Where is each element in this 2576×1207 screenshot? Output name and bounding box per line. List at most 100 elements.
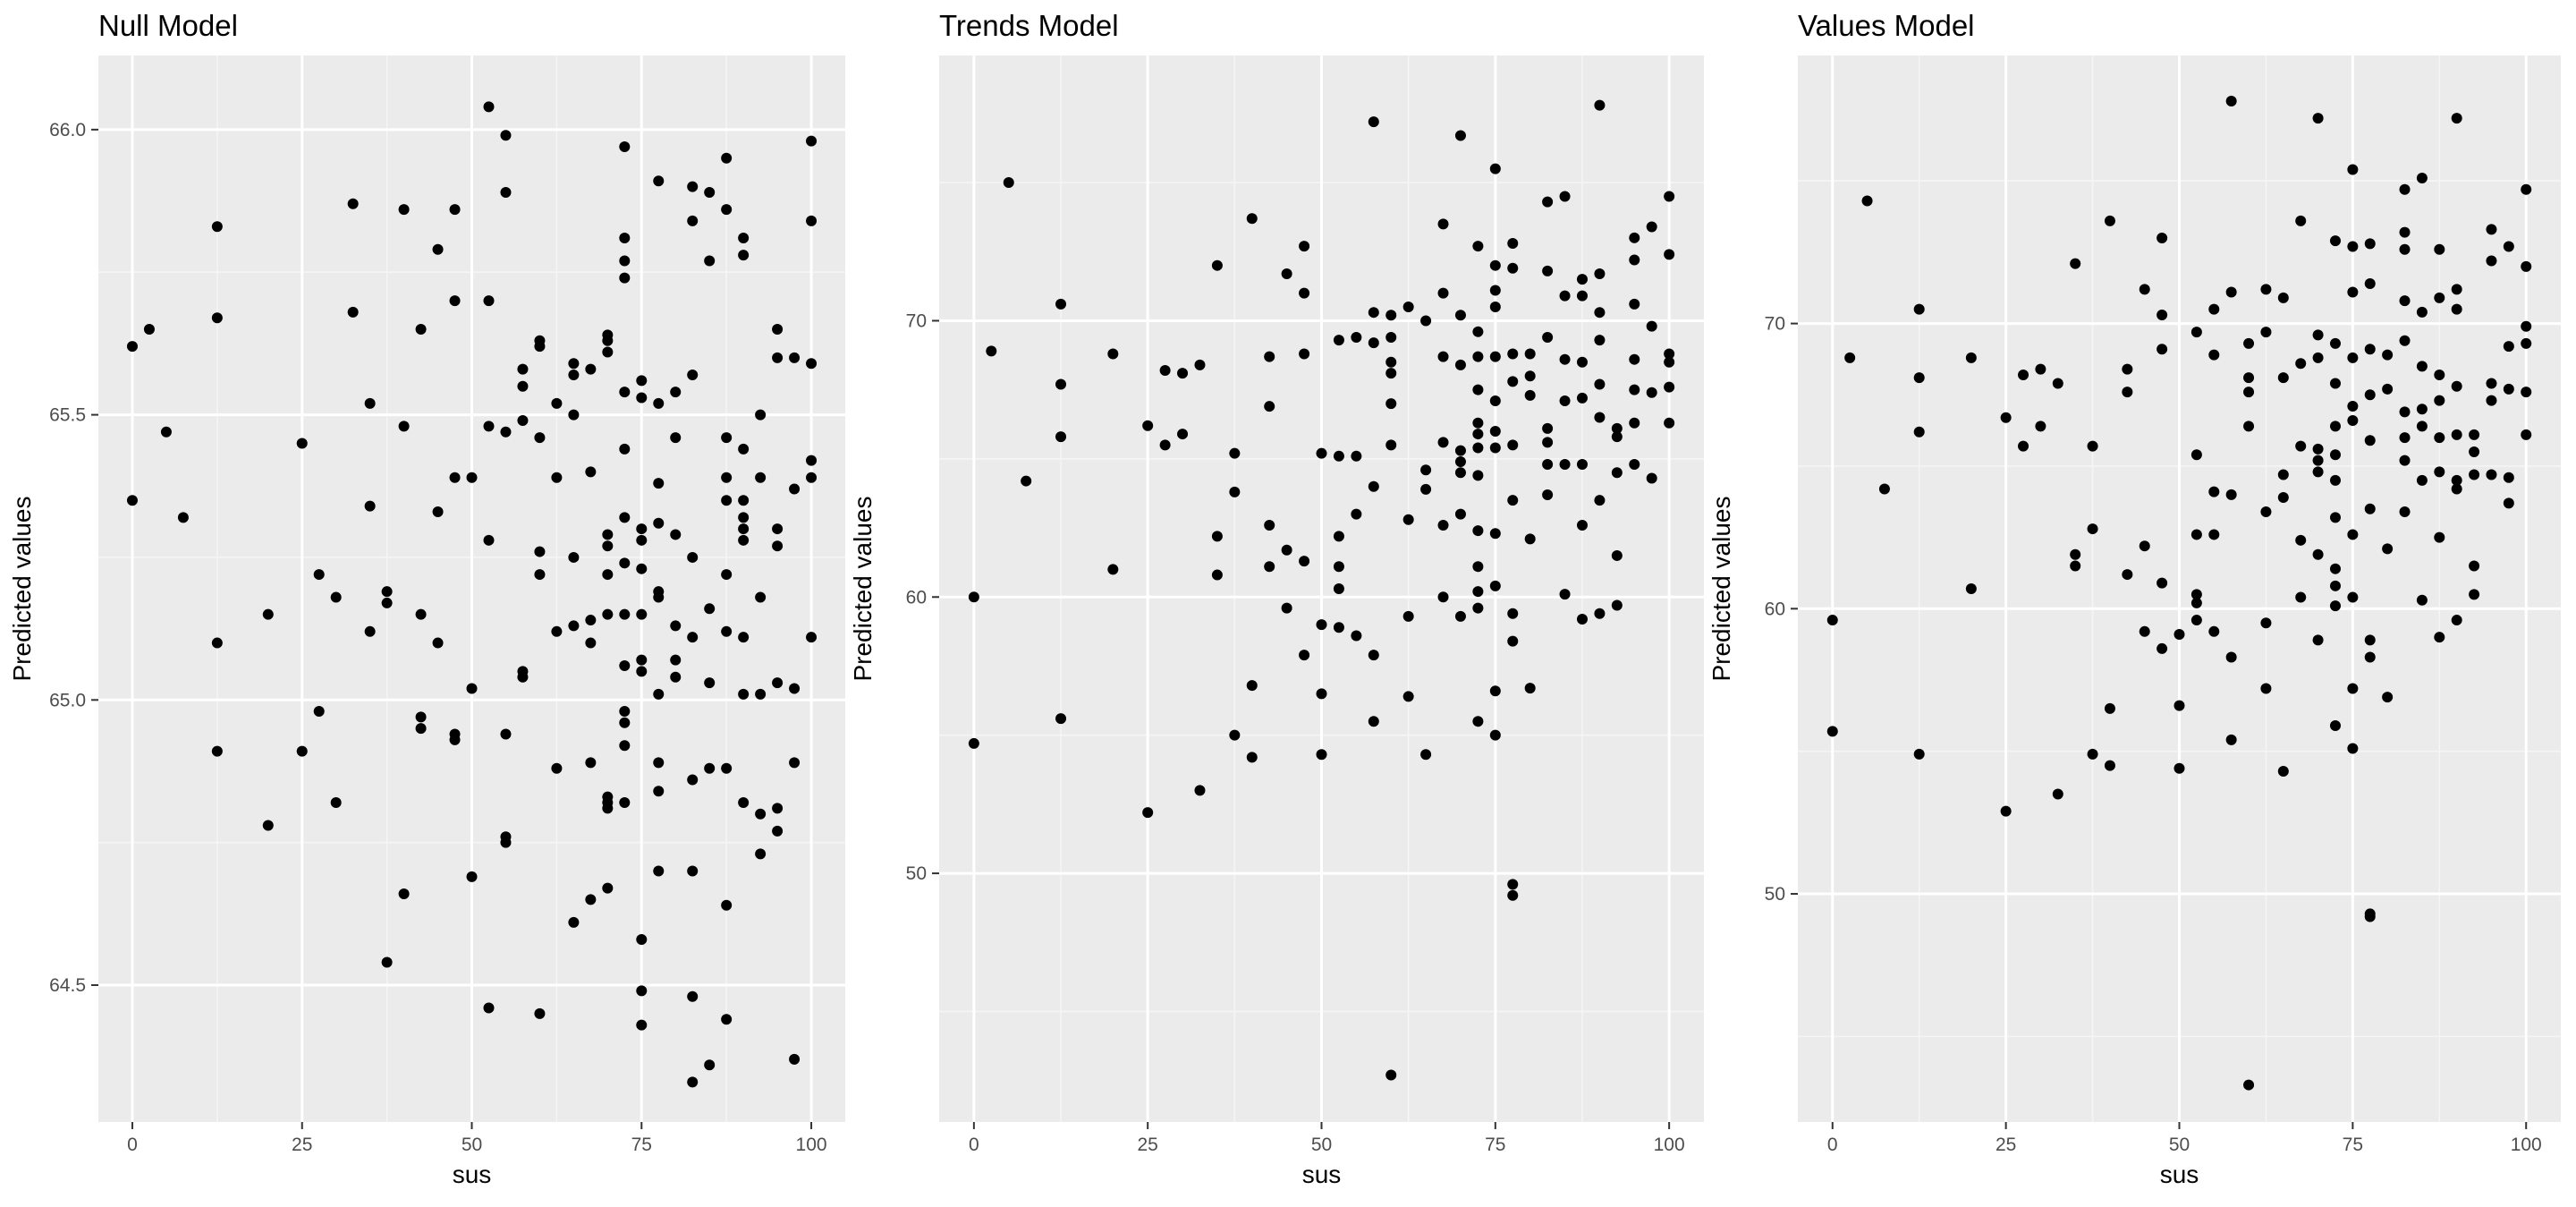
data-point [1594,608,1606,619]
data-point [2434,432,2445,444]
data-point [636,1019,648,1031]
data-point [1402,610,1414,622]
data-point [177,512,189,523]
data-point [687,369,699,380]
data-point [1646,387,1657,398]
data-point [2434,369,2445,380]
data-point [1629,384,1640,395]
data-point [1489,425,1501,437]
data-point [619,608,631,620]
data-point [1420,749,1432,761]
data-point [738,688,750,700]
data-point [1629,353,1640,365]
data-point [602,882,614,894]
data-point [738,250,750,261]
data-point [1264,561,1275,573]
data-point [2469,589,2480,600]
data-point [806,358,818,370]
data-point [704,255,716,267]
data-point [1629,417,1640,429]
data-point [772,677,784,689]
data-point [670,654,682,666]
data-point [1826,615,1838,626]
data-point [415,323,427,335]
data-point [551,472,563,483]
data-point [1542,437,1554,448]
data-point [2139,540,2150,552]
x-tick-label: 100 [796,1135,827,1155]
data-point [687,774,699,786]
data-point [2157,310,2168,321]
data-point [1437,437,1449,448]
data-point [1913,303,1925,315]
data-point [1299,650,1310,661]
data-point [2157,642,2168,654]
data-point [1542,265,1554,276]
data-point [1594,268,1606,279]
data-point [2364,634,2376,646]
data-point [1507,608,1519,619]
data-point [1003,177,1014,189]
data-point [2469,446,2480,458]
data-point [2139,625,2150,637]
x-tick-label: 25 [292,1135,312,1155]
data-point [1229,486,1241,497]
data-point [687,215,699,226]
data-point [687,551,699,563]
data-point [738,443,750,455]
data-point [2416,404,2428,415]
data-point [619,660,631,672]
data-point [1437,351,1449,362]
x-tick-label: 50 [2169,1135,2190,1155]
data-point [1055,713,1067,725]
data-point [1489,285,1501,296]
data-point [1368,116,1379,128]
data-point [2329,512,2341,523]
data-point [968,591,979,603]
data-point [262,820,274,831]
data-point [1507,348,1519,360]
data-point [2451,303,2462,315]
data-point [1142,807,1154,819]
data-point [585,894,597,905]
data-point [2260,506,2272,517]
data-point [1664,356,1675,368]
data-point [1826,726,1838,737]
data-point [1524,533,1536,545]
data-point [1664,381,1675,393]
x-axis-label: sus [2160,1160,2199,1188]
data-point [1878,483,1890,495]
data-point [636,654,648,666]
data-point [738,632,750,643]
data-point [1299,556,1310,567]
data-point [619,140,631,152]
data-point [381,597,393,608]
data-point [602,803,614,814]
data-point [1368,480,1379,492]
data-point [1472,241,1484,252]
data-point [1489,442,1501,454]
data-point [2260,683,2272,694]
data-point [211,637,223,649]
data-point [2451,113,2462,124]
data-point [2416,474,2428,486]
data-point [1559,459,1571,471]
data-point [602,335,614,346]
data-point [1402,691,1414,702]
data-point [1664,191,1675,202]
data-point [2243,387,2255,398]
data-point [1507,376,1519,387]
data-point [2312,443,2324,455]
data-point [1611,467,1623,479]
data-point [1211,569,1223,581]
data-point [1611,549,1623,561]
data-point [2312,466,2324,478]
data-point [1264,351,1275,362]
data-point [2364,344,2376,355]
data-point [1576,356,1588,368]
data-point [364,397,376,409]
y-tick-label: 50 [906,863,927,884]
data-point [1437,591,1449,603]
data-point [2122,363,2133,375]
